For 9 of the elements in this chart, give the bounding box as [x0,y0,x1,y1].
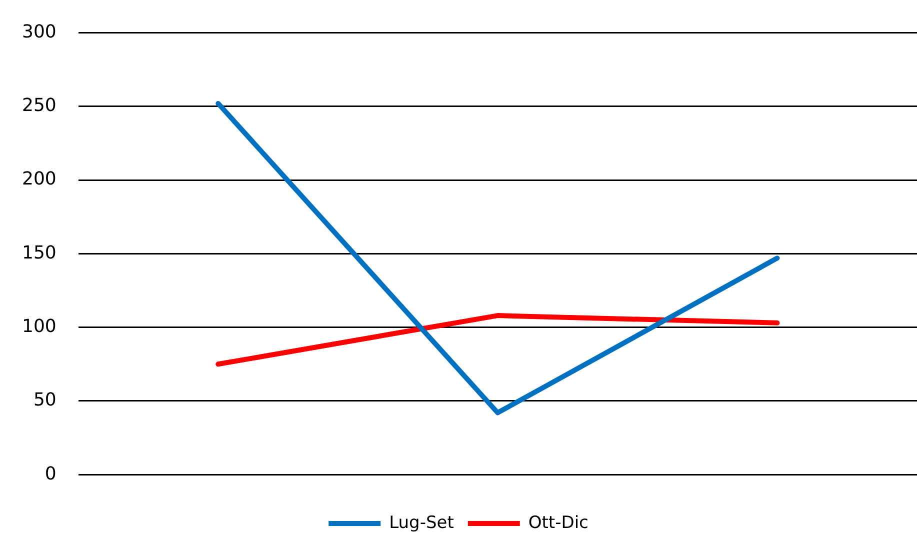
legend-label: Ott-Dic [528,512,588,533]
y-tick-label: 250 [22,95,56,116]
y-tick-label: 200 [22,168,56,190]
y-tick-label: 0 [44,463,56,484]
y-tick-label: 300 [22,21,56,42]
y-tick-label: 50 [33,390,56,411]
legend-label: Lug-Set [389,512,454,533]
y-tick-label: 100 [22,316,56,338]
y-tick-label: 150 [22,242,56,264]
